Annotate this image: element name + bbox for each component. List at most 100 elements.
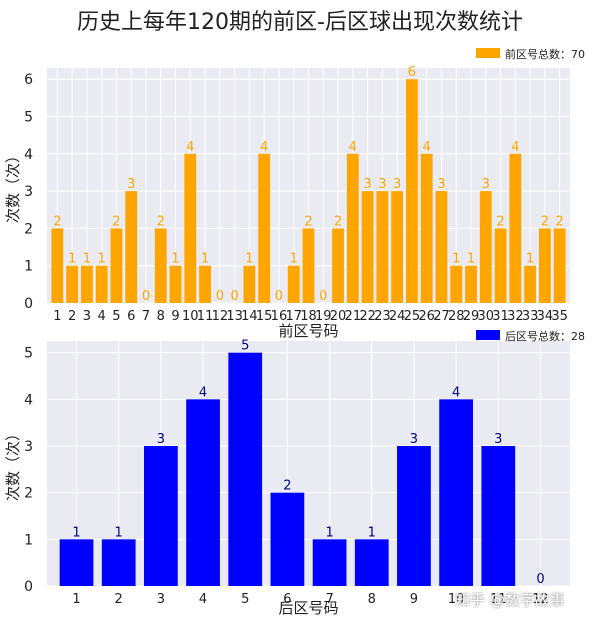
bar xyxy=(479,191,492,303)
bar-value-label: 3 xyxy=(494,432,502,447)
y-tick-label: 3 xyxy=(24,439,33,455)
bar-value-label: 0 xyxy=(230,289,238,304)
bar xyxy=(80,265,93,303)
x-tick-label: 27 xyxy=(433,309,450,324)
x-tick-label: 2 xyxy=(68,309,76,324)
bar xyxy=(538,228,551,303)
x-tick-label: 9 xyxy=(410,592,418,607)
bar xyxy=(258,153,271,303)
x-tick-label: 28 xyxy=(448,309,465,324)
bar-value-label: 2 xyxy=(157,214,165,229)
bar-value-label: 3 xyxy=(127,177,135,192)
x-axis-label: 后区号码 xyxy=(278,599,338,617)
bar-value-label: 4 xyxy=(511,140,519,155)
x-tick-label: 15 xyxy=(256,309,273,324)
x-tick-label: 7 xyxy=(325,592,333,607)
bar-value-label: 4 xyxy=(423,140,431,155)
x-tick-label: 19 xyxy=(315,309,332,324)
y-tick-label: 0 xyxy=(24,296,33,312)
y-tick-label: 5 xyxy=(24,109,33,125)
x-tick-label: 5 xyxy=(241,592,249,607)
bar-value-label: 3 xyxy=(437,177,445,192)
legend-swatch xyxy=(476,330,500,340)
bar xyxy=(287,265,300,303)
x-tick-label: 4 xyxy=(98,309,106,324)
x-tick-label: 29 xyxy=(463,309,480,324)
x-tick-label: 6 xyxy=(127,309,135,324)
bar xyxy=(101,539,136,586)
bar xyxy=(406,79,418,303)
x-tick-label: 10 xyxy=(182,309,199,324)
bar xyxy=(397,446,431,586)
y-tick-label: 6 xyxy=(24,72,33,88)
bar xyxy=(199,265,211,303)
watermark-text: 知乎 @数字故事 xyxy=(455,591,565,609)
bar-value-label: 1 xyxy=(452,252,460,267)
bar-value-label: 1 xyxy=(325,525,333,540)
bar xyxy=(361,191,374,303)
bar-value-label: 0 xyxy=(319,289,327,304)
bar xyxy=(125,191,138,303)
bar-value-label: 3 xyxy=(393,177,401,192)
bar xyxy=(376,191,389,303)
bar-value-label: 2 xyxy=(556,214,564,229)
legend-swatch xyxy=(476,48,500,58)
bar-value-label: 4 xyxy=(349,140,357,155)
bar-value-label: 3 xyxy=(363,177,371,192)
bar xyxy=(553,228,566,303)
bar-value-label: 1 xyxy=(171,252,179,267)
bar-value-label: 2 xyxy=(53,214,61,229)
x-tick-label: 21 xyxy=(345,309,362,324)
bar-value-label: 3 xyxy=(482,177,490,192)
chart-title: 历史上每年120期的前区-后区球出现次数统计 xyxy=(77,10,523,35)
bar xyxy=(51,228,64,303)
x-tick-label: 23 xyxy=(374,309,391,324)
bar-value-label: 1 xyxy=(98,252,106,267)
bar xyxy=(509,153,522,303)
bar-value-label: 0 xyxy=(142,289,150,304)
x-tick-label: 24 xyxy=(389,309,406,324)
bar-value-label: 1 xyxy=(526,252,534,267)
y-tick-label: 5 xyxy=(24,346,33,362)
bar-value-label: 2 xyxy=(283,479,291,494)
x-tick-label: 10 xyxy=(448,592,465,607)
x-tick-label: 9 xyxy=(171,309,179,324)
bar xyxy=(302,228,315,303)
x-tick-label: 22 xyxy=(359,309,376,324)
bar xyxy=(354,539,389,586)
bar xyxy=(435,191,448,303)
bar xyxy=(66,265,79,303)
x-tick-label: 35 xyxy=(551,309,568,324)
bar-value-label: 1 xyxy=(290,252,298,267)
legend-label: 前区号总数：70 xyxy=(505,47,585,61)
bar xyxy=(243,265,256,303)
bar-value-label: 2 xyxy=(334,214,342,229)
y-tick-label: 2 xyxy=(24,486,33,502)
x-tick-label: 16 xyxy=(271,309,288,324)
x-tick-label: 17 xyxy=(285,309,302,324)
y-tick-label: 0 xyxy=(24,579,33,595)
x-tick-label: 5 xyxy=(112,309,120,324)
x-axis-label: 前区号码 xyxy=(278,322,338,340)
y-tick-label: 3 xyxy=(24,184,33,200)
y-tick-label: 4 xyxy=(24,392,33,408)
y-axis-label: 次数（次） xyxy=(4,148,22,223)
x-tick-label: 26 xyxy=(418,309,435,324)
x-tick-label: 18 xyxy=(300,309,317,324)
x-tick-label: 32 xyxy=(507,309,524,324)
bar-value-label: 2 xyxy=(304,214,312,229)
legend-label: 后区号总数：28 xyxy=(505,329,585,343)
bar-value-label: 3 xyxy=(157,432,165,447)
bar-value-label: 3 xyxy=(378,177,386,192)
bar xyxy=(186,399,220,586)
bar xyxy=(154,228,167,303)
bar xyxy=(465,265,477,303)
bar xyxy=(59,539,94,586)
bar-value-label: 1 xyxy=(115,525,123,540)
y-axis-label: 次数（次） xyxy=(4,426,22,501)
x-tick-label: 25 xyxy=(404,309,421,324)
y-tick-label: 1 xyxy=(24,259,33,275)
bar-value-label: 4 xyxy=(186,140,194,155)
x-tick-label: 11 xyxy=(197,309,214,324)
bar xyxy=(95,265,108,303)
